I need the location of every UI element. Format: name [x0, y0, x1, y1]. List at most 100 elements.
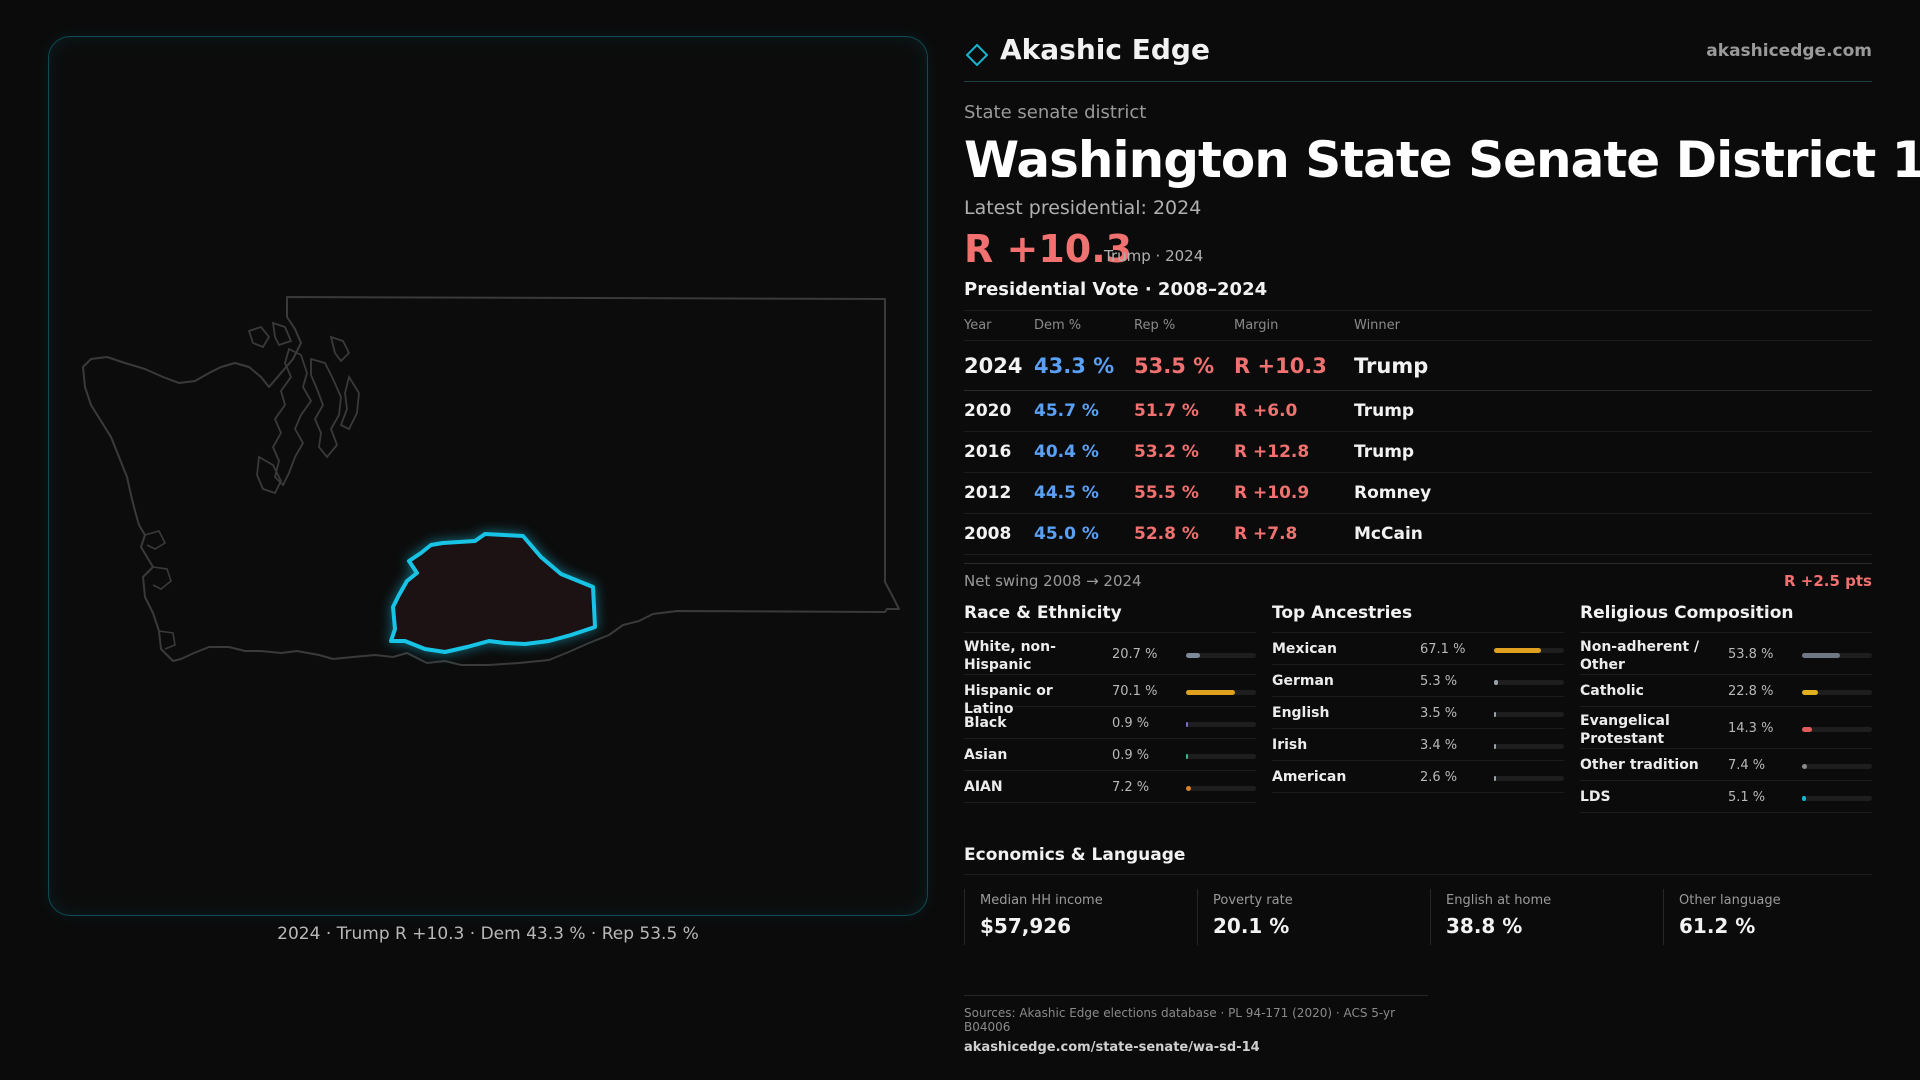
bar-track: [1802, 727, 1872, 732]
row-year: 2012: [964, 472, 1034, 514]
stat-english-at-home: English at home 38.8 %: [1430, 889, 1650, 945]
row-rep: 51.7 %: [1134, 390, 1234, 432]
item-value: 3.5 %: [1420, 706, 1458, 721]
bar-track: [1802, 764, 1872, 769]
bar-track: [1186, 722, 1256, 727]
list-item: White, non-Hispanic 20.7 %: [964, 633, 1256, 675]
list-item: Black 0.9 %: [964, 707, 1256, 739]
col-rep: Rep %: [1134, 310, 1234, 341]
list-item: Non-adherent / Other 53.8 %: [1580, 633, 1872, 675]
col-winner: Winner: [1354, 310, 1872, 341]
row-winner: Romney: [1354, 472, 1872, 514]
bar-fill: [1802, 653, 1840, 658]
item-value: 7.2 %: [1112, 780, 1150, 795]
item-label: Mexican: [1272, 641, 1337, 657]
row-rep: 53.5 %: [1134, 340, 1234, 391]
presidential-vote-title: Presidential Vote · 2008–2024: [964, 279, 1268, 300]
list-item: AIAN 7.2 %: [964, 771, 1256, 803]
presidential-vote-table: Year Dem % Rep % Margin Winner 2024 43.3…: [964, 310, 1872, 555]
bar-fill: [1494, 744, 1497, 749]
bar-fill: [1186, 754, 1188, 759]
col-dem: Dem %: [1034, 310, 1134, 341]
row-margin: R +6.0: [1234, 390, 1354, 432]
row-rep: 52.8 %: [1134, 513, 1234, 555]
diamond-logo-icon: [966, 44, 988, 66]
item-label: German: [1272, 673, 1334, 689]
sources-text: Sources: Akashic Edge elections database…: [964, 1006, 1396, 1034]
item-label: Non-adherent / Other: [1580, 639, 1700, 673]
bar-fill: [1802, 690, 1818, 695]
item-value: 5.3 %: [1420, 674, 1458, 689]
table-row: 2020 45.7 % 51.7 % R +6.0 Trump: [964, 390, 1872, 432]
stat-median-income: Median HH income $57,926: [964, 889, 1184, 945]
row-dem: 43.3 %: [1034, 340, 1134, 391]
item-value: 2.6 %: [1420, 770, 1458, 785]
source-link[interactable]: akashicedge.com/state-senate/wa-sd-14: [964, 1040, 1260, 1055]
item-label: Other tradition: [1580, 757, 1699, 773]
stat-value: 38.8 %: [1446, 914, 1523, 938]
item-label: Catholic: [1580, 683, 1644, 699]
bar-track: [1494, 680, 1564, 685]
puget-sound-islands: [247, 321, 360, 495]
list-item: Asian 0.9 %: [964, 739, 1256, 771]
item-label: White, non-Hispanic: [964, 639, 1056, 673]
table-row: 2024 43.3 % 53.5 % R +10.3 Trump: [964, 340, 1872, 391]
demographics: Race & Ethnicity White, non-Hispanic 20.7…: [964, 603, 1872, 833]
item-value: 3.4 %: [1420, 738, 1458, 753]
list-item: LDS 5.1 %: [1580, 781, 1872, 813]
district-kind: State senate district: [964, 102, 1147, 123]
list-item: Catholic 22.8 %: [1580, 675, 1872, 707]
row-margin: R +10.9: [1234, 472, 1354, 514]
stat-label: Poverty rate: [1213, 893, 1293, 908]
net-swing-label: Net swing 2008 → 2024: [964, 572, 1142, 590]
brand-url[interactable]: akashicedge.com: [1706, 41, 1872, 61]
bar-track: [1494, 776, 1564, 781]
bar-fill: [1802, 727, 1812, 732]
row-dem: 45.0 %: [1034, 513, 1134, 555]
item-value: 20.7 %: [1112, 647, 1158, 662]
district-map[interactable]: [48, 36, 928, 916]
item-value: 5.1 %: [1728, 790, 1766, 805]
row-winner: Trump: [1354, 390, 1872, 432]
list-item: Evangelical Protestant 14.3 %: [1580, 707, 1872, 749]
bar-track: [1494, 744, 1564, 749]
washington-state-map: [82, 296, 900, 666]
map-caption: 2024 · Trump R +10.3 · Dem 43.3 % · Rep …: [277, 924, 699, 944]
bar-track: [1186, 690, 1256, 695]
net-swing-value: R +2.5 pts: [1784, 572, 1872, 590]
list-item: Irish 3.4 %: [1272, 729, 1564, 761]
list-item: Other tradition 7.4 %: [1580, 749, 1872, 781]
row-rep: 53.2 %: [1134, 431, 1234, 473]
row-rep: 55.5 %: [1134, 472, 1234, 514]
item-label: Hispanic or Latino: [964, 683, 1053, 717]
list-item: American 2.6 %: [1272, 761, 1564, 793]
bar-track: [1494, 648, 1564, 653]
item-label: Irish: [1272, 737, 1308, 753]
table-row: 2008 45.0 % 52.8 % R +7.8 McCain: [964, 513, 1872, 555]
table-row: 2016 40.4 % 53.2 % R +12.8 Trump: [964, 431, 1872, 473]
item-label: LDS: [1580, 789, 1611, 805]
item-value: 53.8 %: [1728, 647, 1774, 662]
latest-presidential-label: Latest presidential: 2024: [964, 197, 1202, 219]
district-details: Akashic Edge akashicedge.com State senat…: [964, 30, 1920, 965]
row-year: 2008: [964, 513, 1034, 555]
item-value: 67.1 %: [1420, 642, 1466, 657]
stat-value: $57,926: [980, 914, 1072, 938]
list-item: Mexican 67.1 %: [1272, 633, 1564, 665]
item-label: Black: [964, 715, 1007, 731]
district-14-shape: [389, 532, 597, 654]
header: Akashic Edge akashicedge.com: [964, 30, 1872, 82]
race-ethnicity-section: Race & Ethnicity White, non-Hispanic 20.7…: [964, 603, 1256, 803]
stat-value: 61.2 %: [1679, 914, 1756, 938]
col-margin: Margin: [1234, 310, 1354, 341]
row-winner: Trump: [1354, 431, 1872, 473]
section-title: Race & Ethnicity: [964, 603, 1256, 633]
item-value: 14.3 %: [1728, 721, 1774, 736]
bar-fill: [1494, 648, 1541, 653]
bar-fill: [1186, 690, 1236, 695]
religion-section: Religious Composition Non-adherent / Oth…: [1580, 603, 1872, 813]
brand-name[interactable]: Akashic Edge: [1000, 33, 1210, 66]
stat-other-language: Other language 61.2 %: [1663, 889, 1883, 945]
item-label: Evangelical Protestant: [1580, 713, 1670, 747]
item-value: 0.9 %: [1112, 748, 1150, 763]
